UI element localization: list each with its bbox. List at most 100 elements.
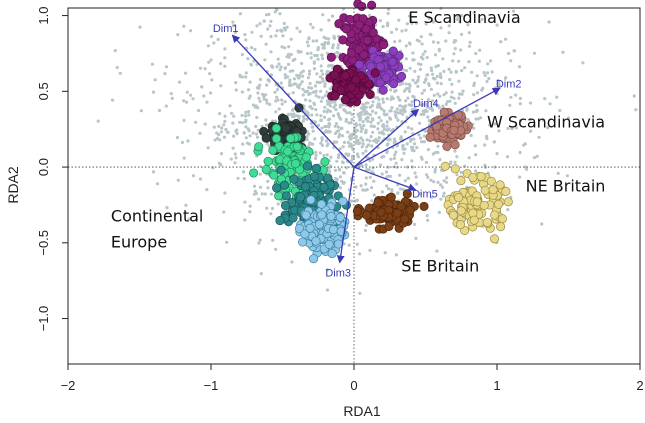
- background-point: [351, 147, 355, 151]
- background-point: [275, 88, 280, 92]
- background-point: [315, 39, 319, 43]
- background-point: [291, 69, 295, 73]
- background-point: [398, 83, 402, 87]
- background-point: [449, 95, 453, 99]
- background-point: [383, 113, 387, 117]
- cluster-point: [357, 1, 367, 11]
- background-point: [354, 141, 358, 145]
- background-point: [280, 29, 284, 33]
- background-point: [479, 116, 483, 120]
- background-point: [310, 107, 314, 111]
- background-point: [472, 11, 476, 15]
- background-point: [364, 223, 368, 228]
- background-point: [364, 176, 368, 180]
- background-point: [392, 141, 396, 145]
- background-point: [368, 113, 373, 117]
- cluster-point: [347, 48, 357, 58]
- background-point: [231, 146, 235, 150]
- background-point: [354, 185, 358, 189]
- cluster-point: [303, 161, 313, 171]
- background-point: [164, 65, 169, 69]
- background-point: [288, 69, 292, 73]
- background-point: [377, 102, 382, 107]
- background-point: [422, 134, 426, 138]
- background-point: [288, 78, 292, 82]
- background-point: [393, 110, 397, 114]
- background-point: [483, 163, 487, 167]
- background-point: [231, 20, 235, 24]
- background-point: [359, 106, 363, 110]
- background-point: [258, 185, 263, 189]
- background-point: [328, 109, 333, 113]
- background-point: [280, 102, 284, 106]
- background-point: [400, 158, 404, 162]
- background-point: [350, 154, 355, 158]
- background-point: [458, 92, 462, 96]
- background-point: [426, 218, 430, 222]
- background-point: [292, 82, 296, 86]
- background-point: [332, 105, 336, 109]
- background-point: [304, 90, 308, 94]
- background-point: [381, 97, 385, 101]
- region-label: W Scandinavia: [487, 113, 605, 132]
- background-point: [319, 141, 323, 145]
- background-point: [265, 206, 269, 210]
- background-point: [474, 51, 478, 56]
- background-point: [396, 95, 400, 99]
- background-point: [485, 137, 489, 141]
- background-point: [444, 102, 448, 106]
- x-tick-label: −1: [204, 378, 219, 393]
- background-point: [356, 155, 360, 159]
- background-point: [408, 84, 412, 88]
- background-point: [474, 153, 478, 157]
- background-point: [302, 117, 306, 121]
- background-point: [379, 119, 383, 123]
- background-point: [298, 82, 302, 86]
- background-point: [275, 95, 279, 99]
- background-point: [377, 98, 381, 102]
- background-point: [308, 99, 312, 103]
- background-point: [182, 118, 186, 122]
- background-point: [374, 111, 378, 115]
- background-point: [219, 84, 223, 88]
- vector-label: Dim5: [412, 188, 438, 200]
- background-point: [307, 86, 311, 90]
- background-point: [332, 140, 336, 144]
- background-point: [388, 117, 393, 121]
- background-point: [350, 113, 354, 117]
- background-point: [414, 236, 418, 240]
- background-point: [436, 144, 440, 148]
- x-tick-label: 2: [636, 378, 643, 393]
- background-point: [210, 34, 214, 39]
- background-point: [194, 120, 198, 124]
- background-point: [320, 69, 324, 73]
- background-point: [439, 26, 443, 30]
- background-point: [506, 155, 510, 159]
- background-point: [419, 35, 423, 39]
- background-point: [366, 119, 370, 123]
- background-point: [311, 90, 315, 94]
- background-point: [313, 137, 317, 141]
- background-point: [349, 133, 353, 137]
- background-point: [232, 114, 236, 118]
- background-point: [381, 123, 385, 127]
- background-point: [368, 175, 372, 179]
- background-point: [238, 120, 242, 124]
- background-point: [318, 80, 323, 84]
- background-point: [439, 74, 443, 78]
- background-point: [414, 175, 418, 179]
- background-point: [430, 68, 434, 73]
- cluster-point: [268, 145, 278, 155]
- background-point: [369, 135, 373, 139]
- background-point: [422, 102, 426, 107]
- cluster-point: [338, 35, 348, 45]
- background-point: [283, 73, 287, 77]
- background-point: [506, 208, 510, 212]
- background-point: [349, 159, 353, 163]
- background-point: [380, 172, 384, 176]
- cluster-point: [496, 222, 506, 232]
- background-point: [153, 78, 157, 82]
- cluster-point: [279, 180, 290, 190]
- background-point: [314, 156, 318, 160]
- background-point: [395, 107, 399, 111]
